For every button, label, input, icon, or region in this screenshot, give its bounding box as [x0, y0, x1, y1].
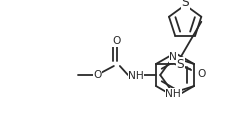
Text: N: N — [169, 52, 177, 62]
Text: NH: NH — [165, 89, 181, 99]
Text: O: O — [113, 36, 121, 46]
Text: O: O — [93, 70, 102, 80]
Text: S: S — [176, 57, 184, 70]
Text: S: S — [181, 0, 189, 9]
Text: O: O — [197, 69, 205, 79]
Text: NH: NH — [128, 71, 144, 81]
